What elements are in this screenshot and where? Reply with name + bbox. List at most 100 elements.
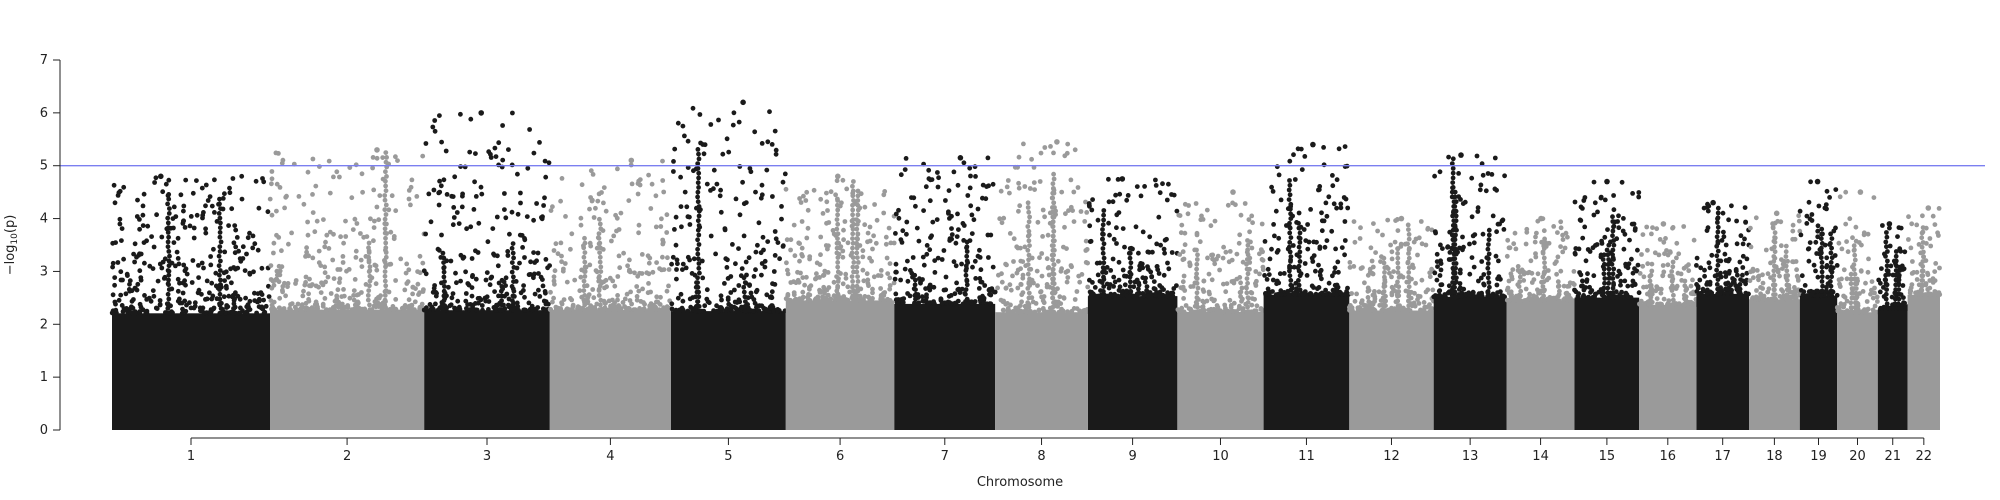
snp-point bbox=[1751, 275, 1756, 281]
snp-point bbox=[408, 303, 414, 308]
snp-point bbox=[1244, 309, 1250, 315]
snp-point bbox=[1038, 289, 1043, 295]
snp-point bbox=[1128, 279, 1133, 285]
snp-point bbox=[1383, 293, 1388, 299]
snp-point bbox=[1852, 281, 1858, 287]
snp-point bbox=[1084, 210, 1090, 215]
snp-point bbox=[427, 302, 433, 307]
snp-point bbox=[1381, 289, 1387, 294]
snp-point bbox=[855, 202, 861, 208]
snp-point bbox=[1638, 302, 1643, 308]
snp-point bbox=[1331, 201, 1337, 207]
snp-point bbox=[1352, 298, 1358, 304]
snp-point bbox=[678, 204, 684, 210]
snp-point bbox=[1438, 242, 1443, 248]
snp-point bbox=[1226, 259, 1232, 265]
snp-point bbox=[701, 151, 707, 157]
snp-point bbox=[1372, 289, 1377, 294]
snp-point bbox=[1204, 298, 1210, 304]
snp-point bbox=[383, 183, 388, 189]
snp-point bbox=[1245, 300, 1251, 305]
snp-point bbox=[817, 275, 822, 280]
snp-point bbox=[165, 244, 171, 250]
snp-point bbox=[1018, 303, 1023, 308]
snp-point bbox=[683, 265, 689, 271]
snp-point bbox=[1318, 267, 1324, 273]
snp-point bbox=[1302, 154, 1308, 159]
snp-point bbox=[1051, 150, 1056, 156]
snp-point bbox=[855, 255, 860, 260]
snp-point bbox=[850, 255, 856, 260]
snp-point bbox=[382, 259, 388, 265]
snp-point bbox=[1075, 185, 1081, 190]
snp-point bbox=[1454, 275, 1459, 281]
snp-point bbox=[353, 248, 359, 254]
snp-point bbox=[1585, 271, 1590, 277]
snp-point bbox=[1641, 284, 1646, 290]
snp-point bbox=[251, 269, 256, 275]
snp-point bbox=[1561, 283, 1567, 289]
snp-point bbox=[1027, 276, 1032, 282]
snp-point bbox=[365, 293, 371, 298]
snp-point bbox=[1051, 281, 1057, 286]
snp-point bbox=[327, 229, 333, 235]
snp-point bbox=[383, 150, 389, 156]
snp-point bbox=[1914, 277, 1920, 282]
data-points bbox=[109, 99, 1943, 430]
snp-point bbox=[1883, 272, 1889, 278]
snp-point bbox=[166, 258, 172, 264]
snp-point bbox=[695, 299, 701, 304]
snp-point bbox=[669, 301, 675, 307]
snp-point bbox=[1453, 199, 1459, 205]
snp-point bbox=[1108, 293, 1113, 298]
snp-point bbox=[834, 250, 840, 256]
snp-point bbox=[1683, 297, 1688, 303]
snp-point bbox=[977, 297, 983, 303]
snp-point bbox=[1923, 225, 1929, 231]
snp-point bbox=[1057, 294, 1063, 300]
chromosome-10-points bbox=[1175, 189, 1266, 430]
snp-point bbox=[835, 283, 841, 289]
snp-point bbox=[850, 264, 856, 270]
snp-point bbox=[1292, 177, 1298, 182]
snp-point bbox=[1884, 234, 1890, 240]
snp-point bbox=[1681, 265, 1687, 271]
snp-point bbox=[1534, 230, 1539, 236]
snp-point bbox=[1666, 302, 1671, 307]
snp-point bbox=[382, 197, 388, 203]
snp-point bbox=[1016, 154, 1022, 160]
snp-point bbox=[510, 241, 516, 247]
snp-point bbox=[1931, 292, 1937, 298]
snp-point bbox=[1010, 273, 1015, 279]
snp-point bbox=[322, 270, 328, 276]
snp-point bbox=[527, 127, 532, 132]
snp-point bbox=[1208, 223, 1214, 229]
snp-point bbox=[1784, 282, 1790, 288]
snp-point bbox=[564, 279, 570, 285]
snp-point bbox=[166, 196, 172, 202]
snp-point bbox=[1902, 300, 1907, 306]
snp-point bbox=[1698, 265, 1704, 271]
snp-point bbox=[1087, 223, 1093, 229]
snp-point bbox=[926, 167, 932, 173]
snp-point bbox=[979, 279, 985, 285]
snp-point bbox=[303, 274, 309, 280]
snp-point bbox=[690, 105, 696, 111]
snp-point bbox=[1893, 258, 1899, 264]
snp-point bbox=[180, 280, 186, 286]
snp-point bbox=[939, 257, 945, 262]
snp-point bbox=[673, 242, 679, 248]
snp-point bbox=[384, 155, 389, 160]
snp-point bbox=[581, 297, 587, 303]
snp-point bbox=[1215, 304, 1221, 310]
snp-point bbox=[1632, 227, 1638, 233]
snp-point bbox=[537, 294, 543, 299]
snp-point bbox=[1453, 261, 1459, 266]
snp-point bbox=[1066, 208, 1071, 214]
snp-point bbox=[995, 285, 1000, 291]
chromosome-17-points bbox=[1694, 199, 1752, 430]
snp-point bbox=[1516, 284, 1522, 289]
snp-point bbox=[1146, 293, 1151, 299]
snp-point bbox=[1920, 213, 1925, 219]
snp-point bbox=[642, 301, 647, 307]
